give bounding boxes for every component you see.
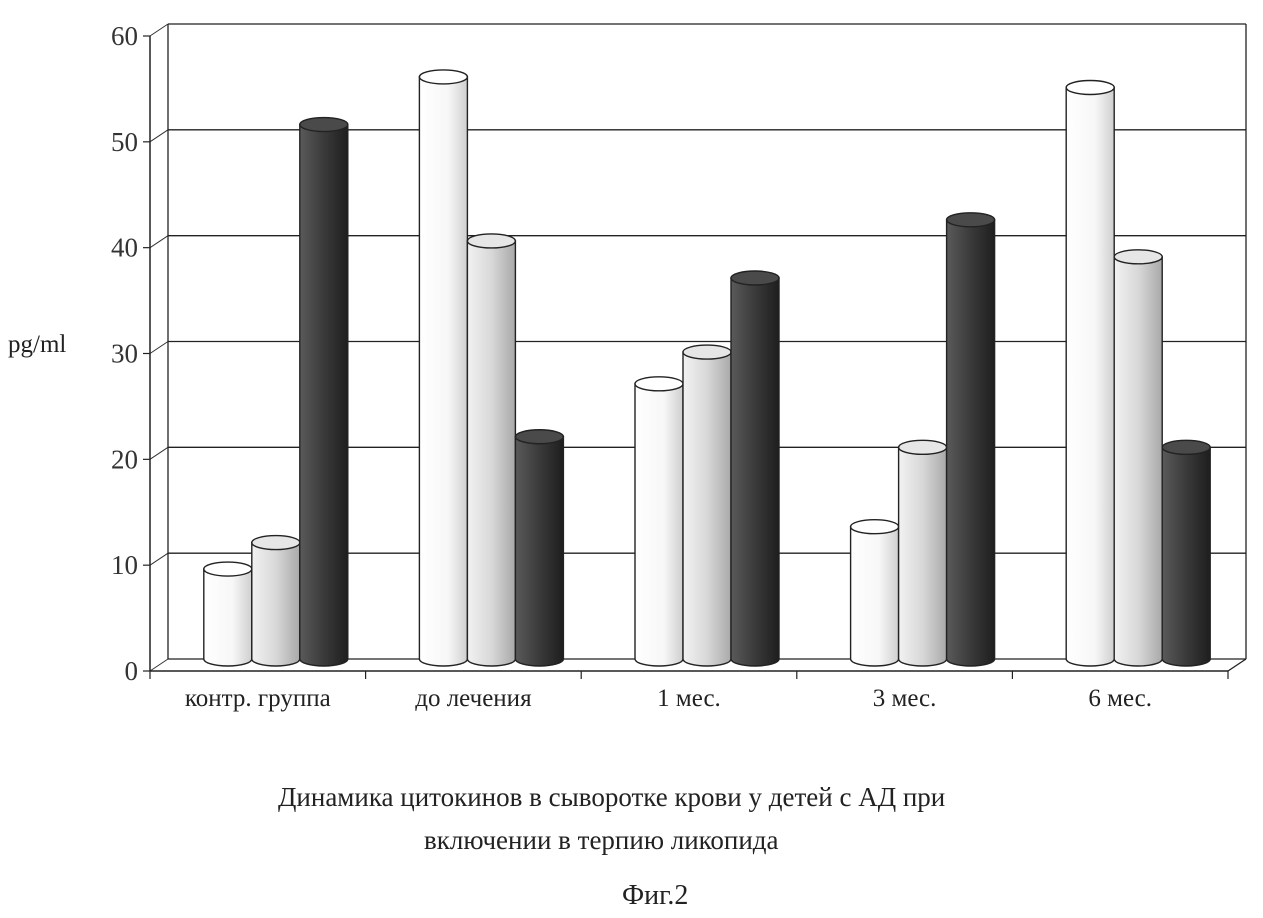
bar-body — [947, 220, 995, 666]
bar-body — [204, 569, 252, 666]
bar — [252, 536, 300, 666]
bar-cap — [1114, 250, 1162, 264]
bar-cap — [1162, 440, 1210, 454]
bar — [899, 440, 947, 666]
x-tick-label: 3 мес. — [873, 685, 937, 712]
bar — [515, 430, 563, 666]
y-tick-label: 40 — [111, 233, 138, 263]
bar-body — [467, 241, 515, 666]
bar-cap — [300, 118, 348, 132]
y-tick-label: 0 — [125, 656, 139, 686]
bar — [851, 520, 899, 666]
bars — [204, 70, 1210, 666]
chart: 0 10 20 30 40 50 60 контр. группа до лечения 1 ме… — [0, 0, 1263, 760]
bar-body — [1114, 257, 1162, 666]
y-tick-label: 10 — [111, 550, 138, 580]
y-tick-label: 30 — [111, 339, 138, 369]
bar-cap — [467, 234, 515, 248]
bar-body — [1162, 447, 1210, 666]
x-tick-label: 1 мес. — [657, 685, 721, 712]
gridline-depth — [150, 24, 168, 36]
y-tick-label: 20 — [111, 444, 138, 474]
y-axis-label: pg/ml — [8, 331, 66, 358]
gridline-depth — [150, 130, 168, 142]
bar-body — [515, 437, 563, 666]
gridline-depth — [150, 342, 168, 354]
gridline-depth — [150, 447, 168, 459]
bar-cap — [683, 345, 731, 359]
bar-cap — [515, 430, 563, 444]
floor-right-edge — [1228, 659, 1246, 671]
figure-label: Фиг.2 — [622, 880, 688, 912]
bar — [467, 234, 515, 666]
bar-body — [851, 527, 899, 666]
bar-body — [419, 77, 467, 666]
bar-cap — [1066, 81, 1114, 95]
gridline-depth — [150, 236, 168, 248]
bar — [1066, 81, 1114, 667]
bar-body — [1066, 88, 1114, 667]
x-tick-label: до лечения — [415, 685, 532, 712]
bar-body — [300, 125, 348, 666]
bar-body — [683, 352, 731, 666]
x-tick-label: 6 мес. — [1088, 685, 1152, 712]
bar — [1162, 440, 1210, 666]
gridline-depth — [150, 553, 168, 565]
bar — [204, 562, 252, 666]
x-tick-label: контр. группа — [185, 685, 331, 712]
y-tick-label: 60 — [111, 21, 138, 51]
bar-cap — [204, 562, 252, 576]
bar-cap — [947, 213, 995, 227]
bar-cap — [252, 536, 300, 550]
bar-body — [252, 543, 300, 666]
bar — [300, 118, 348, 666]
caption-line-2: включении в терпию ликопида — [424, 825, 779, 856]
bar-cap — [851, 520, 899, 534]
bar-body — [899, 447, 947, 666]
bar-cap — [635, 377, 683, 391]
bar-body — [731, 278, 779, 666]
bar-cap — [419, 70, 467, 84]
bar — [947, 213, 995, 666]
gridline-depth — [150, 659, 168, 671]
bar — [419, 70, 467, 666]
bar — [635, 377, 683, 666]
bar-cap — [731, 271, 779, 285]
bar — [683, 345, 731, 666]
bar — [731, 271, 779, 666]
caption-line-1: Динамика цитокинов в сыворотке крови у д… — [278, 782, 945, 813]
y-tick-label: 50 — [111, 127, 138, 157]
bar-body — [635, 384, 683, 666]
bar-cap — [899, 440, 947, 454]
bar — [1114, 250, 1162, 666]
